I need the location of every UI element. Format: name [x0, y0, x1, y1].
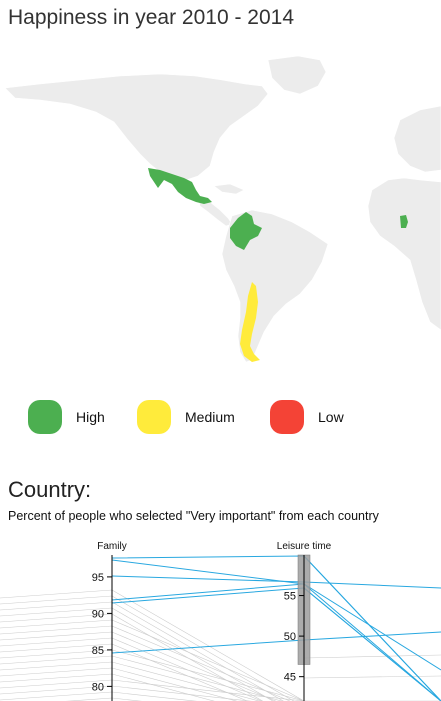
- axis-family: Family 80 85 90 95: [92, 541, 127, 701]
- background-line: [0, 637, 263, 701]
- land-caribbean: [213, 183, 245, 195]
- background-line: [0, 589, 441, 701]
- background-line: [0, 685, 252, 701]
- background-line: [0, 679, 306, 701]
- legend-swatch-low: [270, 400, 304, 434]
- section-title: Country:: [8, 477, 92, 502]
- legend-swatch-high: [28, 400, 62, 434]
- land-europe: [393, 105, 441, 173]
- world-map: [4, 55, 441, 363]
- selected-line: [303, 555, 441, 701]
- map-legend: High Medium Low: [0, 398, 441, 438]
- axis-leisure-title: Leisure time: [277, 541, 332, 552]
- tick-label: 80: [92, 681, 104, 693]
- background-line: [0, 649, 307, 701]
- background-line: [0, 673, 215, 701]
- background-line: [0, 601, 284, 701]
- tick-label: 45: [284, 672, 296, 684]
- tick-label: 90: [92, 608, 104, 620]
- tick-label: 95: [92, 572, 104, 584]
- legend-swatch-medium: [137, 400, 171, 434]
- background-line: [303, 675, 441, 679]
- background-line: [0, 655, 283, 701]
- country-ghana[interactable]: [400, 215, 408, 228]
- background-line: [0, 643, 248, 701]
- legend-label-low: Low: [318, 409, 344, 425]
- selected-line: [111, 559, 441, 671]
- selected-line: [111, 587, 441, 701]
- land-greenland: [267, 55, 327, 95]
- country-mexico[interactable]: [148, 168, 212, 204]
- background-line: [0, 691, 198, 701]
- background-line: [0, 631, 277, 701]
- background-line: [0, 613, 264, 701]
- axis-leisure: Leisure time 45 50 55: [277, 541, 332, 701]
- land-africa: [367, 177, 441, 331]
- axis-family-title: Family: [97, 541, 126, 552]
- background-line: [0, 619, 309, 701]
- background-line: [0, 661, 260, 701]
- tick-label: 55: [284, 591, 296, 603]
- tick-label: 50: [284, 631, 296, 643]
- page-title: Happiness in year 2010 - 2014: [8, 6, 295, 29]
- selected-lines: [111, 555, 441, 701]
- selected-line: [303, 587, 441, 701]
- background-line: [0, 667, 238, 701]
- legend-item-medium: Medium: [137, 398, 235, 436]
- country-colombia[interactable]: [230, 212, 262, 250]
- tick-label: 85: [92, 645, 104, 657]
- legend-label-high: High: [76, 409, 105, 425]
- legend-label-medium: Medium: [185, 409, 235, 425]
- country-chile[interactable]: [240, 282, 260, 362]
- background-lines: [0, 589, 441, 701]
- background-line: [0, 625, 291, 701]
- land-north-america: [4, 73, 269, 181]
- legend-item-high: High: [28, 398, 105, 436]
- parallel-coordinates-chart: Family 80 85 90 95 Leisure time 45 50 55: [0, 541, 441, 701]
- background-line: [0, 607, 274, 701]
- section-subtitle: Percent of people who selected "Very imp…: [8, 509, 379, 523]
- background-line: [0, 595, 295, 701]
- legend-item-low: Low: [270, 398, 344, 436]
